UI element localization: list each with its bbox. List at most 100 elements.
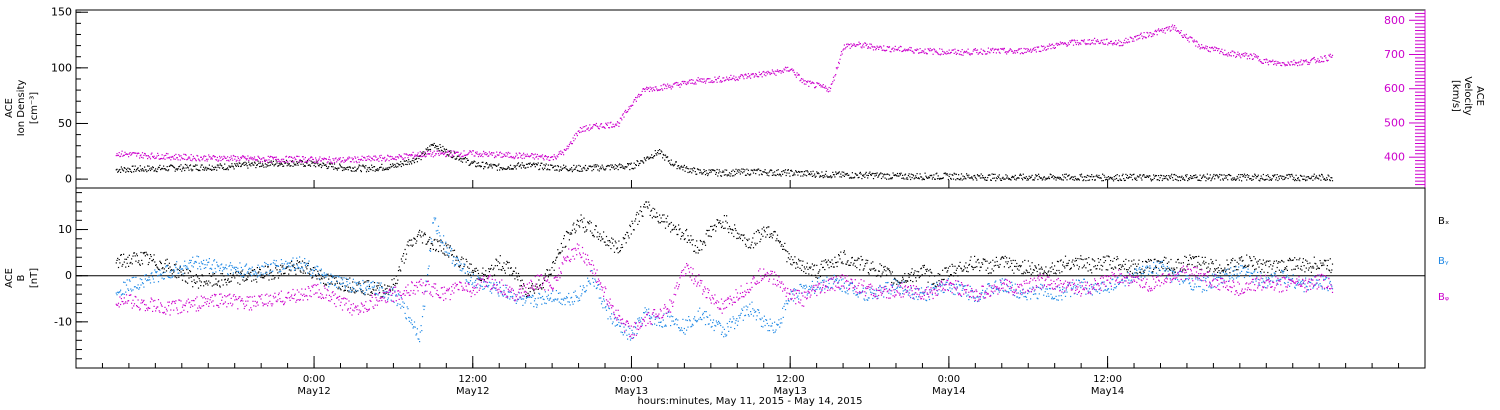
velocity-series-point-1616	[1291, 61, 1293, 63]
bx-series-point-775	[679, 228, 681, 230]
velocity-series-point-270	[312, 158, 314, 160]
velocity-series-point-322	[349, 161, 352, 163]
ion-density-series-point-924	[787, 169, 789, 171]
ion-density-series-point-1202	[990, 179, 992, 181]
bx-series-point-1070	[894, 277, 896, 279]
velocity-series-point-1413	[1143, 32, 1145, 34]
ion-density-series-point-592	[546, 169, 548, 171]
velocity-series-point-964	[816, 82, 819, 84]
bx-series-point-817	[710, 225, 712, 228]
ion-density-series-point-1141	[945, 174, 947, 176]
bx-series-point-597	[549, 273, 552, 275]
bx-series-point-23	[132, 255, 134, 257]
velocity-series-point-343	[365, 159, 367, 161]
bx-series-point-185	[250, 271, 252, 273]
velocity-series-point-1602	[1281, 65, 1283, 67]
bx-series-point-1213	[998, 266, 1000, 268]
ion-density-series-point-737	[651, 157, 653, 159]
ion-density-series-point-728	[645, 160, 647, 162]
bx-series-point-1173	[968, 263, 971, 265]
bx-series-point-279	[318, 274, 320, 276]
velocity-series-point-740	[654, 89, 656, 92]
ion-density-series-point-988	[834, 176, 836, 178]
bx-series-point-98	[187, 282, 189, 284]
ion-density-series-point-979	[827, 176, 829, 178]
velocity-series-point-697	[622, 113, 624, 115]
velocity-series-point-1213	[998, 48, 1000, 50]
ion-density-series-point-508	[485, 162, 487, 165]
bx-series-point-777	[680, 235, 683, 237]
ion-density-series-point-1136	[942, 177, 944, 179]
bx-series-point-1076	[898, 281, 900, 283]
velocity-series-point-610	[559, 153, 561, 155]
ion-density-series-point-654	[591, 170, 593, 172]
bx-series-point-1421	[1149, 267, 1151, 269]
velocity-series-point-404	[409, 154, 411, 156]
ion-density-series-point-527	[499, 169, 501, 171]
velocity-series-point-351	[371, 157, 373, 159]
bx-series-point-658	[594, 229, 596, 231]
ion-density-series-point-629	[573, 164, 575, 166]
ion-density-series-point-1543	[1238, 174, 1240, 176]
bx-series-point-1089	[907, 273, 909, 275]
velocity-series-point-1384	[1122, 44, 1124, 46]
ion-density-series-point-1558	[1249, 178, 1251, 180]
bx-series-point-686	[614, 240, 616, 242]
bx-series-point-1088	[907, 280, 909, 282]
ion-density-series-point-136	[214, 166, 216, 168]
bx-series-point-1057	[884, 265, 886, 268]
ion-density-series-point-1626	[1298, 179, 1300, 181]
velocity-series-point-342	[364, 157, 366, 159]
velocity-series-point-844	[729, 78, 731, 81]
bx-series-point-579	[536, 286, 538, 288]
ion-density-series-point-759	[667, 160, 669, 162]
bx-series-point-275	[315, 275, 317, 277]
ion-density-series-point-6	[120, 171, 122, 173]
bx-series-point-263	[307, 265, 309, 267]
bx-series-point-260	[304, 272, 306, 274]
ion-density-series-point-1620	[1294, 180, 1296, 182]
ion-density-series-point-49	[151, 168, 153, 170]
bx-series-point-1169	[966, 270, 968, 272]
ion-density-series-point-1498	[1205, 180, 1207, 182]
velocity-series-point-109	[195, 159, 197, 161]
bx-series-point-87	[179, 269, 181, 272]
ion-density-series-point-954	[809, 174, 811, 176]
ion-density-series-point-744	[656, 152, 659, 154]
velocity-series-point-131	[211, 157, 213, 159]
ion-density-series-point-1173	[968, 177, 971, 179]
ion-density-series-point-1224	[1006, 177, 1008, 179]
velocity-series-point-41	[145, 155, 147, 157]
velocity-series-point-1499	[1206, 48, 1208, 50]
ion-density-series-point-551	[516, 164, 518, 166]
ion-density-series-point-1102	[917, 177, 919, 179]
velocity-series-point-688	[616, 124, 618, 126]
velocity-series-point-455	[446, 151, 448, 153]
ion-density-series-point-1424	[1151, 179, 1153, 181]
bx-series-point-1036	[869, 268, 871, 270]
velocity-series-point-1233	[1012, 52, 1014, 54]
velocity-series-point-581	[538, 155, 540, 157]
velocity-series-point-632	[575, 132, 577, 134]
velocity-series-point-1312	[1070, 41, 1072, 44]
velocity-series-point-1340	[1090, 42, 1092, 45]
velocity-series-point-705	[628, 106, 630, 108]
ion-density-series-point-293	[328, 162, 330, 164]
velocity-series-point-1331	[1083, 39, 1085, 41]
ion-density-series-point-518	[492, 163, 494, 166]
ion-density-series-point-25	[133, 168, 136, 171]
bx-series-point-94	[184, 272, 186, 274]
ion-density-series-point-1661	[1323, 178, 1326, 180]
velocity-series-point-199	[260, 158, 262, 161]
velocity-series-point-1168	[965, 51, 967, 53]
bx-series-point-584	[540, 287, 542, 289]
bx-series-point-608	[557, 253, 560, 255]
ion-density-series-point-1356	[1102, 173, 1104, 175]
ion-density-series-point-841	[727, 174, 729, 176]
ion-density-series-point-753	[663, 154, 665, 156]
bx-series-point-37	[142, 252, 144, 254]
velocity-series-point-1082	[902, 50, 904, 52]
velocity-series-point-284	[322, 158, 324, 160]
velocity-series-point-402	[408, 154, 410, 157]
ion-density-series-point-925	[788, 172, 790, 174]
